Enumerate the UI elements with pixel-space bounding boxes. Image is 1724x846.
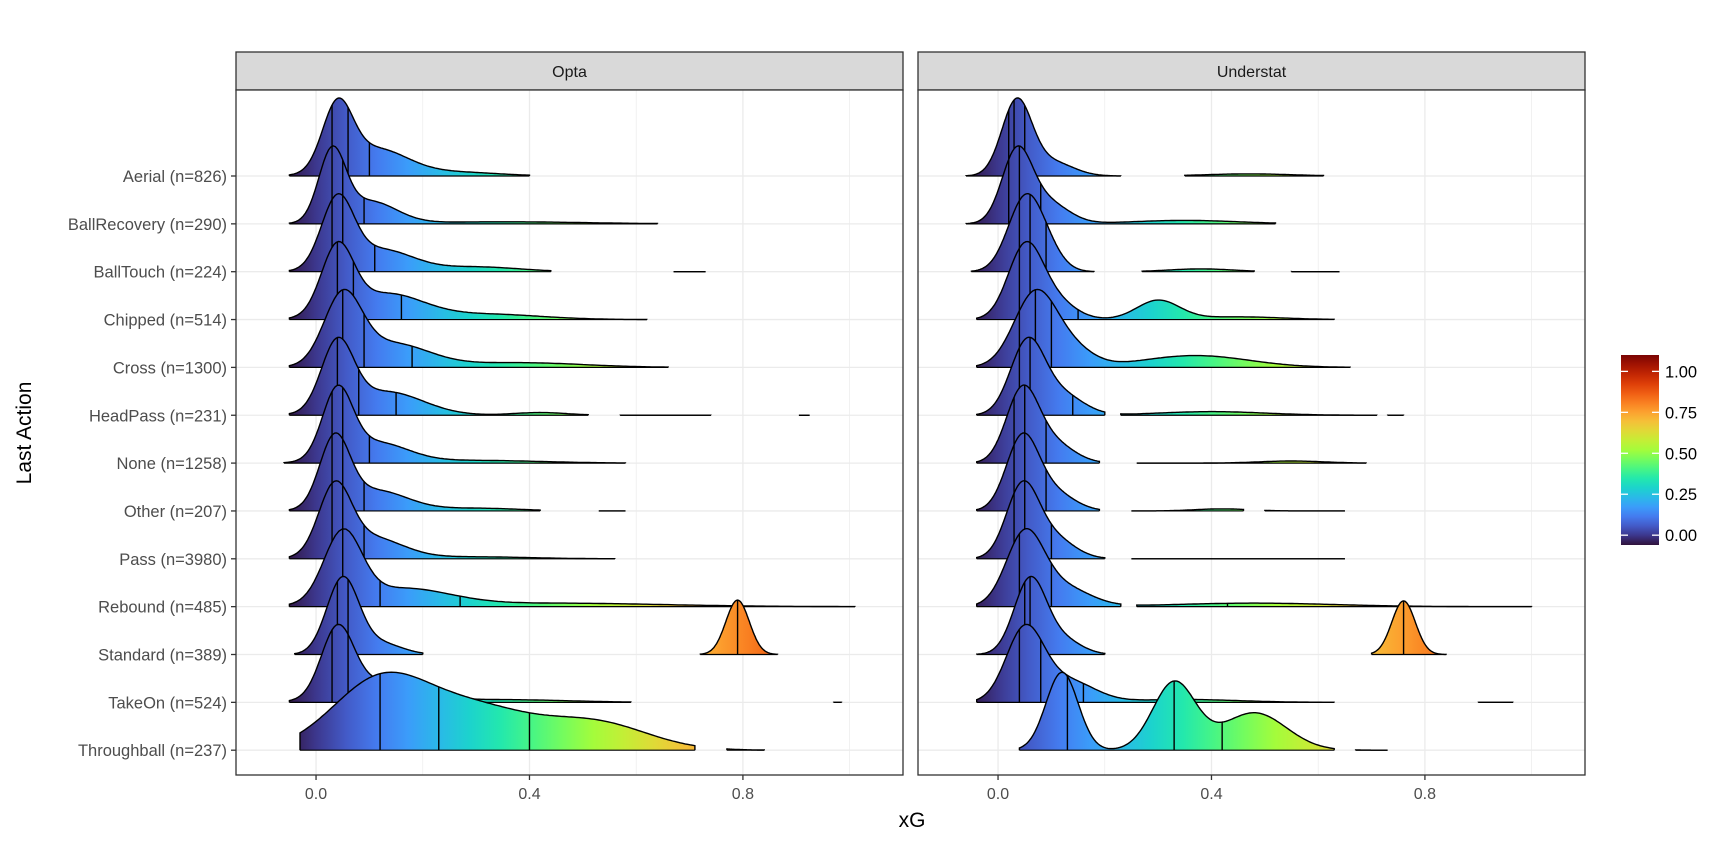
colorbar-gradient	[1621, 355, 1659, 545]
y-tick-label: Rebound (n=485)	[98, 599, 227, 617]
x-tick-label: 0.4	[518, 786, 540, 803]
colorbar-tick-label: 0.50	[1665, 445, 1697, 463]
panel-opta: Opta 0.0 0.4 0.8	[236, 52, 903, 803]
x-tick-label: 0.0	[987, 786, 1009, 803]
y-tick-label: BallTouch (n=224)	[94, 264, 227, 282]
x-axis-title: xG	[899, 809, 926, 832]
panel-title: Opta	[552, 64, 587, 81]
colorbar-tick-label: 0.00	[1665, 527, 1697, 545]
y-tick-label: Throughball (n=237)	[78, 742, 227, 760]
panel-title: Understat	[1217, 64, 1287, 81]
x-tick-label: 0.8	[732, 786, 754, 803]
colorbar-tick-label: 1.00	[1665, 363, 1697, 381]
y-tick-label: Pass (n=3980)	[119, 551, 227, 569]
y-tick-label: HeadPass (n=231)	[89, 407, 227, 425]
colorbar-tick-label: 0.25	[1665, 486, 1697, 504]
y-tick-label: TakeOn (n=524)	[108, 694, 227, 712]
x-tick-label: 0.8	[1414, 786, 1436, 803]
y-tick-label: Chipped (n=514)	[104, 312, 227, 330]
panel-understat: Understat 0.0 0.4 0.8	[918, 52, 1585, 803]
y-tick-label: Standard (n=389)	[98, 647, 227, 665]
colorbar-tick-label: 0.75	[1665, 404, 1697, 422]
y-tick-label: None (n=1258)	[116, 455, 227, 473]
y-tick-label: Other (n=207)	[124, 503, 227, 521]
y-tick-label: BallRecovery (n=290)	[68, 216, 227, 234]
y-tick-label: Cross (n=1300)	[113, 359, 227, 377]
x-tick-label: 0.4	[1200, 786, 1222, 803]
y-tick-label: Aerial (n=826)	[123, 168, 227, 186]
y-axis-title: Last Action	[13, 382, 36, 485]
x-tick-label: 0.0	[305, 786, 327, 803]
